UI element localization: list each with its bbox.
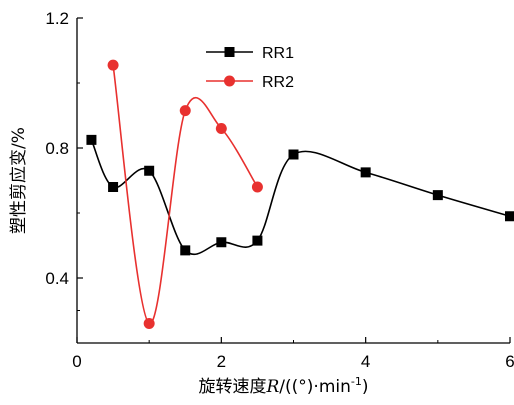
x-axis-title-unit: /((°)·min <box>279 377 351 397</box>
y-tick-label: 0.4 <box>45 269 69 288</box>
series-rr2-line <box>112 65 259 325</box>
series-rr1-point <box>252 235 263 246</box>
x-tick-label: 2 <box>217 352 226 371</box>
x-axis-title-exponent: -1 <box>351 375 362 388</box>
series-rr2-point <box>107 59 119 71</box>
y-axis-title: 塑性剪应变/% <box>9 127 29 234</box>
x-axis-title-end: ) <box>362 377 369 397</box>
legend: RR1 RR2 <box>206 45 294 91</box>
x-tick-label: 0 <box>72 352 81 371</box>
x-axis-title: 旋转速度R/((°)·min-1) <box>198 375 368 397</box>
series-rr1-point <box>108 182 119 192</box>
x-axis-title-variable: R <box>265 377 279 397</box>
x-axis-title-prefix: 旋转速度 <box>198 377 266 397</box>
series-layer <box>86 59 514 329</box>
series-rr1-point <box>180 245 191 256</box>
series-rr2-point <box>143 318 155 329</box>
legend-rr1-marker <box>224 47 235 57</box>
axes: 0 2 4 6 0.4 0.8 1.2 <box>45 9 514 371</box>
series-rr1-point <box>360 167 371 178</box>
series-rr1-point <box>86 134 97 145</box>
series-rr1-point <box>288 149 299 160</box>
y-tick-label: 1.2 <box>45 9 69 28</box>
series-rr1-line <box>90 139 511 256</box>
series-rr2-point <box>215 123 227 134</box>
series-rr2-point <box>251 181 263 193</box>
series-rr1-point <box>216 237 227 248</box>
series-rr1-point <box>432 190 443 201</box>
series-rr1-point <box>144 165 155 176</box>
series-rr2-point <box>179 105 191 117</box>
x-tick-label: 6 <box>505 352 514 371</box>
y-tick-label: 0.8 <box>45 139 69 158</box>
x-tick-label: 4 <box>361 352 370 371</box>
legend-rr2-marker <box>224 75 235 87</box>
series-rr1-point <box>505 211 514 222</box>
legend-rr1-label: RR1 <box>262 45 294 62</box>
legend-rr2-label: RR2 <box>262 74 294 91</box>
